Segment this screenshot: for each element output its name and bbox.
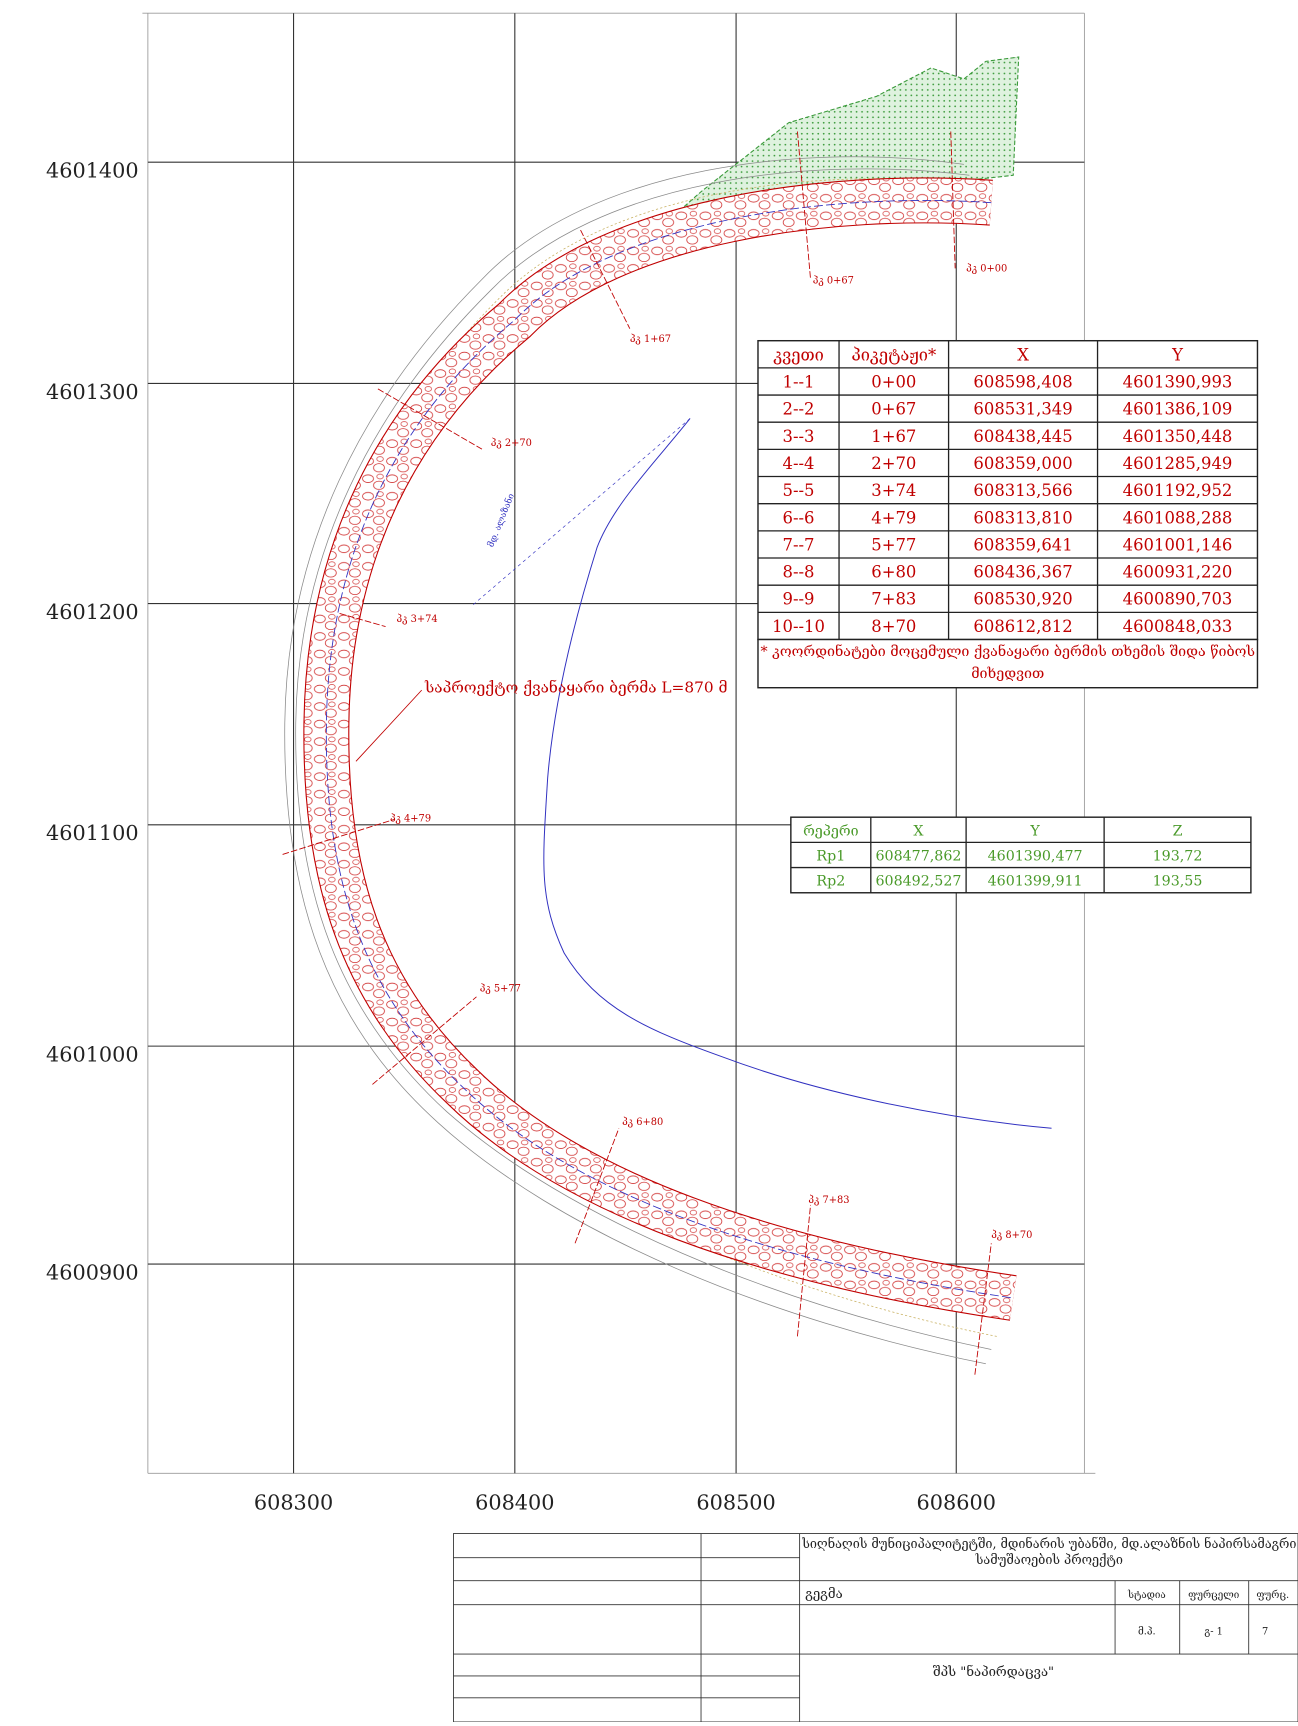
table-cell: 6--6 xyxy=(783,508,815,527)
table-cell: 9--9 xyxy=(783,590,815,609)
y-coord-label: 4601100 xyxy=(46,821,139,845)
table-header: X xyxy=(1017,345,1029,364)
table-cell: 1--1 xyxy=(783,372,815,391)
table-cell: 4--4 xyxy=(783,454,815,473)
table-note: * კოორდინატები მოცემული ქვანაყარი ბერმის… xyxy=(760,642,1255,686)
y-coord-label: 4601300 xyxy=(46,380,139,404)
table-cell: 0+00 xyxy=(871,372,916,391)
picket-label: პკ 5+77 xyxy=(480,983,521,994)
x-coord-label: 608400 xyxy=(475,1490,554,1514)
y-coord-label: 4600900 xyxy=(46,1260,139,1284)
table-cell: 8--8 xyxy=(783,563,815,582)
title-block-text: ფურცელი xyxy=(1188,1590,1239,1601)
table-cell: 4601088,288 xyxy=(1123,508,1233,527)
picket-label: პკ 0+67 xyxy=(813,276,854,287)
x-coord-label: 608500 xyxy=(696,1490,775,1514)
table-header: რეპერი xyxy=(803,823,858,839)
table-cell: 2+70 xyxy=(871,454,916,473)
table-cell: 608313,566 xyxy=(973,481,1072,500)
table-cell: 193,55 xyxy=(1153,874,1203,890)
table-header: Y xyxy=(1029,823,1040,839)
project-title: სიღნაღის მუნიციპალიტეტში, მდინარის უბანშ… xyxy=(802,1536,1297,1569)
picket-label: პკ 8+70 xyxy=(991,1230,1032,1241)
table-header: Y xyxy=(1171,345,1183,364)
table-cell: 608477,862 xyxy=(875,849,961,865)
y-coord-label: 4601400 xyxy=(46,158,139,182)
table-header: X xyxy=(913,823,924,839)
table-cell: 608359,000 xyxy=(973,454,1072,473)
table-cell: 608531,349 xyxy=(973,400,1072,419)
table-cell: 4600890,703 xyxy=(1123,590,1233,609)
table-cell: 2--2 xyxy=(783,400,815,419)
table-cell: 3--3 xyxy=(783,427,815,446)
y-coord-label: 4601200 xyxy=(46,600,139,624)
title-block-text: სტადია xyxy=(1127,1590,1166,1601)
table-cell: 608436,367 xyxy=(973,563,1072,582)
project-title-box: სიღნაღის მუნიციპალიტეტში, მდინარის უბანშ… xyxy=(802,1536,1297,1580)
picket-label: პკ 2+70 xyxy=(491,438,532,449)
table-cell: 5--5 xyxy=(783,481,815,500)
table-cell: 608313,810 xyxy=(973,508,1072,527)
table-cell: 4601001,146 xyxy=(1123,535,1233,554)
table-cell: 6+80 xyxy=(871,563,916,582)
drawing: 608300 608400 608500 608600 4601400 4601300 46… xyxy=(0,0,1298,1722)
picket-label: პკ 6+80 xyxy=(622,1117,663,1128)
table-cell: 608598,408 xyxy=(973,372,1072,391)
table-cell: 4601386,109 xyxy=(1123,400,1233,419)
table-cell: 4600848,033 xyxy=(1123,617,1233,636)
title-block-text: ფურც. xyxy=(1256,1590,1289,1601)
table-cell: Rp1 xyxy=(816,849,845,865)
table-cell: 7+83 xyxy=(871,590,916,609)
table-cell: 4600931,220 xyxy=(1123,563,1233,582)
table-cell: 10--10 xyxy=(772,617,825,636)
table-header: პიკეტაჟი* xyxy=(851,345,936,364)
x-coord-label: 608300 xyxy=(254,1490,333,1514)
title-block-text: გ- 1 xyxy=(1204,1626,1223,1637)
table-cell: 4601390,477 xyxy=(988,849,1083,865)
picket-label: პკ 0+00 xyxy=(966,264,1007,275)
table-cell: 4601285,949 xyxy=(1123,454,1233,473)
table-note-box: * კოორდინატები მოცემული ქვანაყარი ბერმის… xyxy=(760,642,1255,688)
table-header: Z xyxy=(1173,823,1183,839)
table-cell: 4+79 xyxy=(871,508,916,527)
table-cell: Rp2 xyxy=(816,874,845,890)
table-cell: 8+70 xyxy=(871,617,916,636)
table-cell: 608492,527 xyxy=(875,874,961,890)
table-cell: 3+74 xyxy=(871,481,916,500)
berm-label: საპროექტო ქვანაყარი ბერმა L=870 მ xyxy=(424,678,728,696)
picket-label: პკ 3+74 xyxy=(397,614,438,625)
table-cell: 5+77 xyxy=(871,535,916,554)
picket-label: პკ 7+83 xyxy=(808,1195,849,1206)
table-cell: 7--7 xyxy=(783,535,815,554)
y-coord-label: 4601000 xyxy=(46,1042,139,1066)
table-cell: 4601399,911 xyxy=(988,874,1083,890)
table-cell: 193,72 xyxy=(1153,849,1203,865)
table-cell: 4601350,448 xyxy=(1123,427,1233,446)
page: {"axes":{"x_labels":["608300","608400","… xyxy=(0,0,1298,1722)
picket-label: პკ 4+79 xyxy=(390,814,431,825)
title-block-text: მ.პ. xyxy=(1138,1626,1156,1637)
table-cell: 0+67 xyxy=(871,400,916,419)
table-cell: 608612,812 xyxy=(973,617,1072,636)
title-block-text: 7 xyxy=(1262,1626,1268,1637)
table-cell: 608359,641 xyxy=(973,535,1072,554)
table-cell: 4601390,993 xyxy=(1123,372,1233,391)
table-cell: 1+67 xyxy=(871,427,916,446)
x-coord-label: 608600 xyxy=(917,1490,996,1514)
table-header: კვეთი xyxy=(773,345,824,364)
table-cell: 4601192,952 xyxy=(1123,481,1233,500)
title-block-text: შპს "ნაპირდაცვა" xyxy=(933,1664,1054,1680)
table-cell: 608438,445 xyxy=(973,427,1072,446)
table-cell: 608530,920 xyxy=(973,590,1072,609)
title-block-text: გეგმა xyxy=(805,1587,843,1602)
picket-label: პკ 1+67 xyxy=(630,334,671,345)
